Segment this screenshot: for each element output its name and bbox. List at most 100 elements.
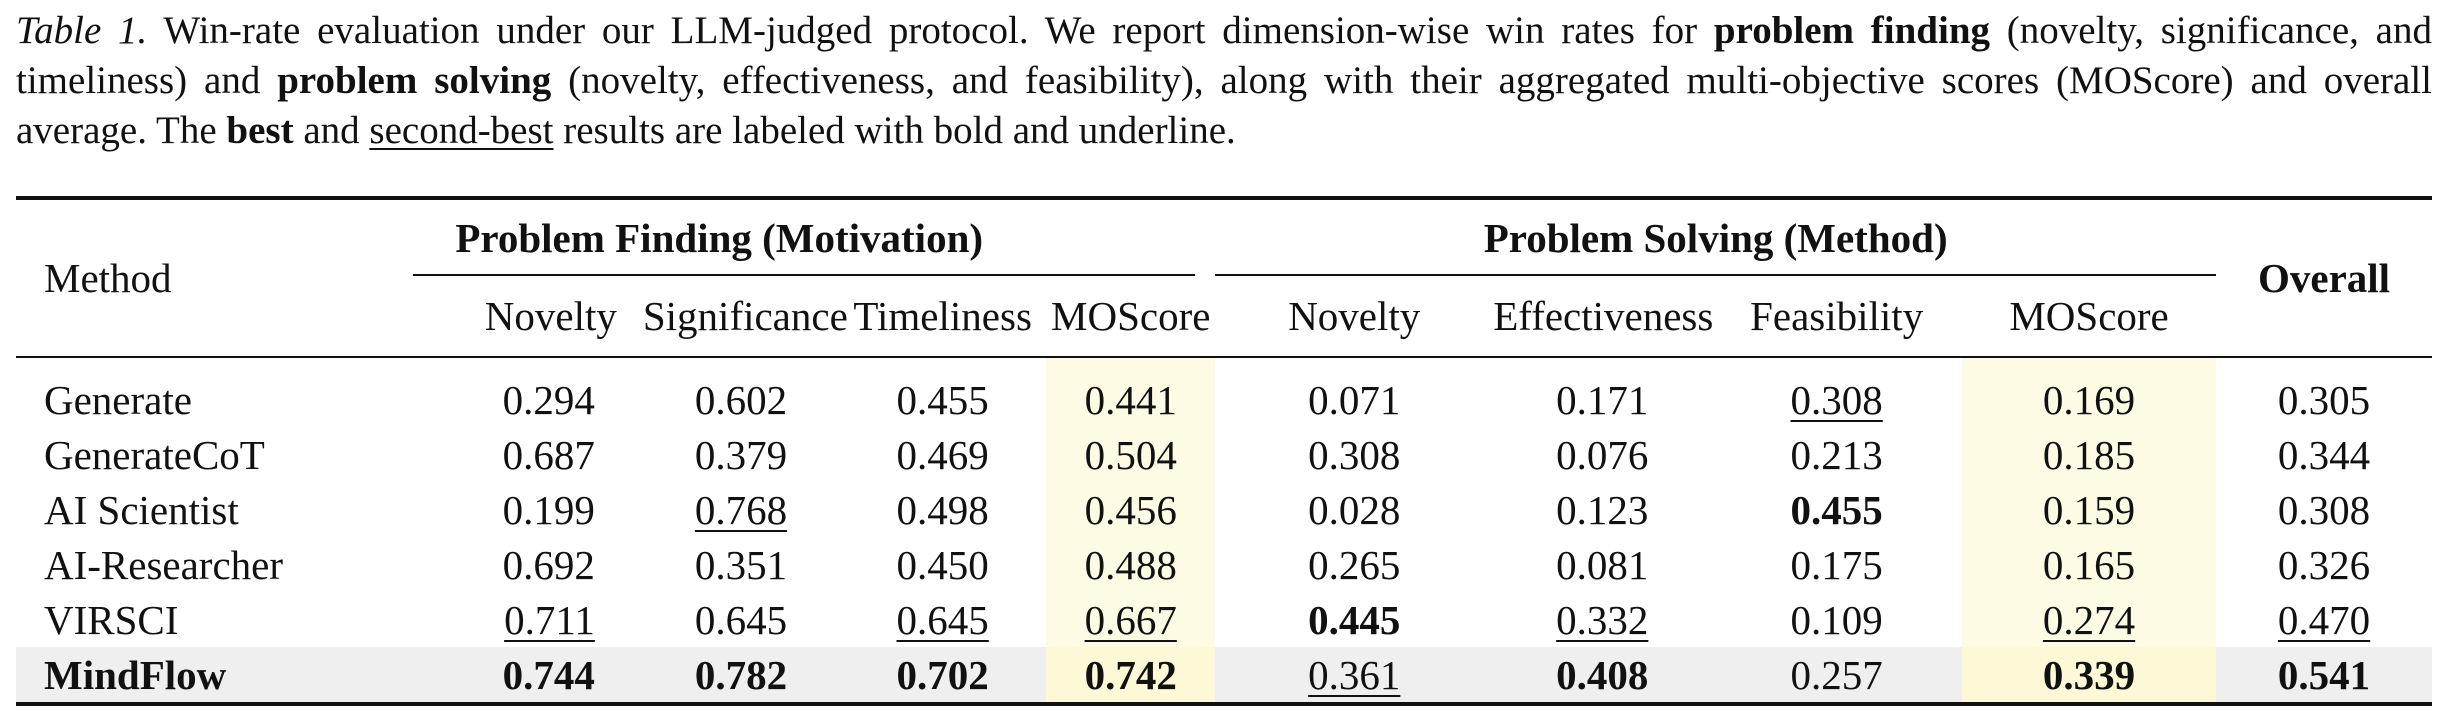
- best-value: 0.541: [2216, 647, 2432, 706]
- value-cell: 0.308: [2277, 486, 2371, 533]
- method-cell-highlighted: MindFlow: [16, 647, 226, 706]
- best-value: 0.408: [1493, 647, 1712, 706]
- value-cell: 0.165: [1962, 537, 2217, 592]
- value-cell: 0.667: [1046, 592, 1216, 647]
- value-cell: 0.645: [694, 596, 788, 643]
- value-cell: 0.257: [1711, 647, 1963, 706]
- value-cell: 0.344: [2277, 431, 2371, 478]
- caption-text: (novelty, effectiveness, and feasibility…: [16, 59, 2432, 152]
- best-value: 0.455: [1790, 486, 1883, 533]
- second-best-value: 0.711: [504, 596, 595, 643]
- results-table-wrapper: Method Problem Finding (Motivation) Prob…: [16, 196, 2432, 706]
- caption-text: (novelty, significance, and timeliness) …: [16, 9, 2432, 102]
- subheader-solving-novelty: Novelty: [1215, 276, 1494, 358]
- value-cell: 0.602: [694, 376, 788, 423]
- group-header-problem-solving: Problem Solving (Method): [1215, 198, 2217, 276]
- caption-underline-second-best: second-best: [369, 109, 554, 152]
- best-value: 0.744: [223, 647, 643, 706]
- value-cell: 0.265: [1308, 541, 1401, 588]
- value-cell: 0.351: [694, 541, 788, 588]
- value-cell: 0.123: [1556, 486, 1649, 533]
- table-row-ai-researcher: AI-Researcher 0.692 0.351 0.450 0.488 0.…: [16, 537, 2432, 592]
- second-best-value: 0.308: [1790, 376, 1883, 423]
- value-cell: 0.441: [1046, 357, 1216, 427]
- value-cell: 0.470: [2216, 592, 2432, 647]
- caption-text: and: [293, 109, 370, 152]
- value-cell: 0.081: [1556, 541, 1649, 588]
- value-cell: 0.076: [1556, 431, 1649, 478]
- value-cell: 0.504: [1046, 427, 1216, 482]
- method-cell: AI Scientist: [44, 486, 239, 533]
- caption-text: results are labeled with bold and underl…: [553, 109, 1236, 152]
- value-cell: 0.175: [1790, 541, 1883, 588]
- caption-bold-best: best: [226, 109, 294, 152]
- best-value: 0.702: [839, 647, 1047, 706]
- value-cell: 0.305: [2277, 376, 2371, 423]
- second-best-value: 0.470: [2277, 596, 2371, 643]
- method-header: Method: [16, 198, 224, 358]
- value-cell: 0.028: [1308, 486, 1401, 533]
- value-cell: 0.450: [896, 541, 989, 588]
- method-cell: Generate: [44, 376, 192, 423]
- second-best-value: 0.332: [1556, 596, 1649, 643]
- value-cell: 0.274: [1962, 592, 2217, 647]
- table-caption: Table 1. Win-rate evaluation under our L…: [16, 6, 2432, 156]
- caption-text: Win-rate evaluation under our LLM-judged…: [147, 9, 1714, 52]
- value-cell: 0.199: [502, 486, 595, 533]
- best-value: 0.782: [642, 647, 840, 706]
- value-cell: 0.456: [1046, 482, 1216, 537]
- value-cell: 0.308: [1308, 431, 1401, 478]
- value-cell: 0.498: [896, 486, 989, 533]
- group-rule-solving: [1215, 274, 2217, 276]
- caption-bold-problem-finding: problem finding: [1713, 9, 1991, 52]
- value-cell: 0.308: [1711, 357, 1962, 427]
- second-best-value: 0.768: [694, 486, 788, 533]
- second-best-value: 0.361: [1308, 651, 1401, 698]
- subheader-finding-timeliness: Timeliness: [839, 276, 1047, 358]
- value-cell: 0.213: [1790, 431, 1883, 478]
- second-best-value: 0.274: [2042, 596, 2136, 643]
- value-cell: 0.692: [502, 541, 595, 588]
- second-best-value: 0.667: [1084, 596, 1177, 643]
- method-cell: GenerateCoT: [44, 431, 265, 478]
- value-cell: 0.159: [1962, 482, 2217, 537]
- method-cell: VIRSCI: [44, 596, 179, 643]
- value-cell: 0.469: [896, 431, 989, 478]
- value-cell: 0.332: [1493, 592, 1711, 647]
- group-rule-finding: [413, 274, 1196, 276]
- value-cell: 0.326: [2277, 541, 2371, 588]
- value-cell: 0.169: [1962, 357, 2217, 427]
- value-cell: 0.455: [896, 376, 989, 423]
- subheader-solving-effectiveness: Effectiveness: [1493, 276, 1713, 358]
- method-cell: AI-Researcher: [44, 541, 284, 588]
- best-value: 0.445: [1308, 596, 1401, 643]
- group-label-solving: Problem Solving (Method): [1483, 215, 1948, 261]
- value-cell: 0.361: [1215, 647, 1494, 706]
- value-cell: 0.171: [1556, 376, 1649, 423]
- second-best-value: 0.645: [896, 596, 989, 643]
- header-row-groups: Method Problem Finding (Motivation) Prob…: [16, 198, 2432, 358]
- value-cell: 0.379: [694, 431, 788, 478]
- table-row-mindflow: MindFlow 0.744 0.782 0.702 0.742 0.361 0…: [16, 647, 2432, 706]
- table-row-generate: Generate 0.294 0.602 0.455 0.441 0.071 0…: [16, 357, 2432, 427]
- value-cell: 0.768: [643, 482, 839, 537]
- overall-header: Overall: [2216, 198, 2432, 358]
- subheader-finding-moscore: MOScore: [1046, 276, 1216, 358]
- group-header-problem-finding: Problem Finding (Motivation): [223, 198, 1215, 276]
- value-cell: 0.711: [223, 592, 643, 647]
- caption-label: Table 1.: [16, 9, 148, 52]
- value-cell: 0.185: [1962, 427, 2217, 482]
- value-cell: 0.071: [1308, 376, 1401, 423]
- table-row-ai-scientist: AI Scientist 0.199 0.768 0.498 0.456 0.0…: [16, 482, 2432, 537]
- value-cell: 0.645: [839, 592, 1046, 647]
- subheader-finding-significance: Significance: [642, 276, 848, 358]
- subheader-finding-novelty: Novelty: [223, 276, 643, 358]
- value-cell: 0.488: [1046, 537, 1216, 592]
- best-value: 0.339: [1962, 647, 2217, 706]
- caption-bold-problem-solving: problem solving: [277, 59, 552, 102]
- subheader-solving-feasibility: Feasibility: [1711, 276, 1963, 358]
- value-cell: 0.294: [502, 376, 595, 423]
- best-value: 0.742: [1046, 647, 1216, 706]
- value-cell: 0.109: [1790, 596, 1883, 643]
- table-row-virsci: VIRSCI 0.711 0.645 0.645 0.667 0.445 0.3…: [16, 592, 2432, 647]
